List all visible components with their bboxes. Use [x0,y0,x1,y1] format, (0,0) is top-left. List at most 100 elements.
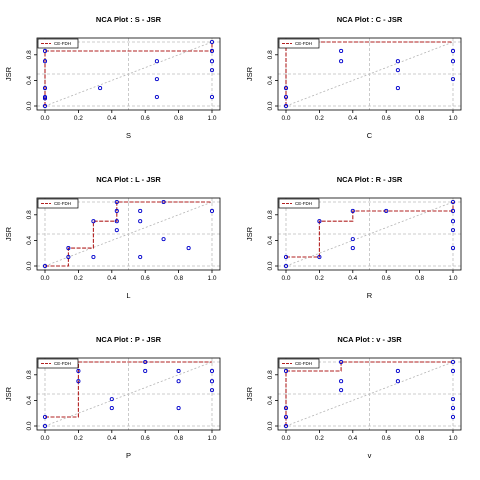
y-axis-label: JSR [245,66,254,81]
data-point [450,48,456,54]
y-tick-label: 0.8 [26,50,33,59]
data-point [450,219,456,224]
x-tick-label: 0.0 [281,435,290,442]
y-axis-label: JSR [4,66,13,81]
x-tick-label: 0.8 [415,275,424,282]
x-tick-label: 1.0 [448,275,457,282]
x-tick-label: 1.0 [448,435,457,442]
x-axis-label: L [126,291,130,300]
data-point [176,379,181,384]
data-point [395,379,400,384]
legend-box [37,38,79,49]
data-point [450,228,456,233]
data-point [350,237,355,242]
x-tick-label: 1.0 [207,275,216,282]
ceiling-line [45,361,212,418]
data-point [450,397,456,402]
y-tick-label: 0.0 [267,261,274,270]
data-point [114,199,119,205]
data-point [209,68,215,73]
data-point [450,199,456,205]
y-tick-label: 0.0 [267,101,274,110]
data-point [91,219,96,224]
x-tick-label: 0.8 [174,275,183,282]
x-tick-label: 0.6 [141,115,150,122]
data-point [176,368,181,374]
y-tick-label: 0.8 [26,370,33,379]
legend-label: CE-FDH [295,41,312,46]
legend-label: CE-FDH [54,201,71,206]
y-tick-label: 0.0 [26,421,33,430]
legend-label: CE-FDH [295,201,312,206]
x-tick-label: 0.6 [141,435,150,442]
data-point [42,94,48,100]
data-point [395,68,400,73]
data-point [76,379,81,384]
data-point [350,208,355,214]
x-tick-label: 0.4 [348,435,357,442]
y-tick-label: 0.8 [267,50,274,59]
plot-frame [36,357,221,431]
data-point [317,219,322,224]
data-point [339,379,344,384]
data-point [450,77,456,82]
data-point [339,388,344,393]
data-point [350,246,355,251]
x-axis-label: P [126,451,131,460]
y-tick-label: 0.4 [26,76,33,85]
data-point [42,414,48,420]
data-point [98,86,103,91]
x-tick-label: 0.8 [415,435,424,442]
panel-l: NCA Plot : L - JSR 0.0 0.2 0.4 0.6 0.8 1.0 0.0 0… [4,175,221,300]
y-tick-label: 0.0 [26,261,33,270]
y-tick-label: 0.4 [267,396,274,405]
plot-frame [277,357,462,431]
data-point [395,59,400,64]
data-point [143,359,148,365]
x-tick-label: 0.2 [74,435,83,442]
legend-label: CE-FDH [54,361,71,366]
data-point [138,254,143,260]
x-tick-label: 0.2 [315,275,324,282]
data-point [209,379,215,384]
x-tick-label: 0.8 [174,435,183,442]
data-point [114,208,119,214]
data-point [186,246,191,251]
plot-frame [36,37,221,111]
y-axis-label: JSR [245,226,254,241]
panel-title: NCA Plot : S - JSR [96,15,162,24]
x-tick-label: 0.8 [415,115,424,122]
data-point [154,59,159,64]
legend-box [37,198,79,209]
x-tick-label: 0.6 [382,275,391,282]
panel-title: NCA Plot : R - JSR [337,175,403,184]
data-point [395,86,400,91]
data-point [209,94,215,100]
x-tick-label: 0.4 [107,435,116,442]
data-point [283,368,289,374]
legend-box [37,358,79,369]
x-tick-label: 0.4 [348,275,357,282]
y-tick-label: 0.8 [267,370,274,379]
data-point [317,254,322,260]
x-axis-label: R [367,291,373,300]
plot-frame [36,197,221,271]
y-tick-label: 0.8 [267,210,274,219]
data-point [209,59,215,64]
panel-c: NCA Plot : C - JSR 0.0 0.2 0.4 0.6 0.8 1.0 0.0 0… [245,15,462,140]
x-axis-label: S [126,131,131,140]
data-point [450,208,456,214]
data-point [109,406,114,411]
x-tick-label: 0.6 [382,435,391,442]
data-point [176,406,181,411]
y-tick-label: 0.4 [26,396,33,405]
x-axis-label: C [367,131,373,140]
data-point [42,48,48,54]
x-tick-label: 0.0 [281,115,290,122]
data-point [283,86,289,91]
x-tick-label: 0.4 [348,115,357,122]
data-point [283,406,289,411]
ceiling-line [286,202,454,258]
data-point [154,77,159,82]
data-point [209,388,215,393]
